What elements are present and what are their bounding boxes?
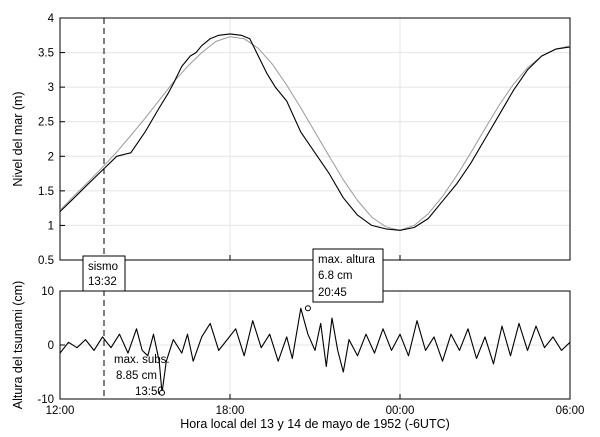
x-axis-label: Hora local del 13 y 14 de mayo de 1952 (… — [180, 417, 450, 431]
tsunami-height-panel: -10 0 10 12:00 18:00 00:00 06:00 Altura del t… — [11, 248, 585, 431]
sea-level-series-line — [59, 33, 571, 231]
sea-level-y-tick-label: 3.5 — [38, 48, 54, 60]
earthquake-annotation-line2: 13:32 — [88, 276, 117, 288]
max-subsidence-annotation-line3: 13:50 — [135, 386, 164, 398]
sea-level-panel: 0.5 1 1.5 2 2.5 3 3.5 4 Nivel del mar (m) — [11, 13, 571, 267]
sea-level-series-line — [59, 36, 571, 231]
tsunami-grid — [59, 291, 571, 399]
tsunami-y-tick-label: 10 — [41, 286, 54, 298]
tsunami-y-tick-label: -10 — [37, 394, 54, 406]
x-tick-label: 06:00 — [556, 405, 585, 417]
sea-level-y-tick-label: 1.5 — [38, 186, 54, 198]
sea-level-y-tick-label: 3 — [48, 82, 54, 94]
max-subsidence-annotation-line2: 8.85 cm — [116, 370, 157, 382]
tsunami-series — [59, 307, 571, 394]
sea-level-y-tick-label: 2 — [48, 151, 54, 163]
sea-level-series — [59, 33, 571, 231]
sea-level-grid — [59, 18, 571, 260]
earthquake-annotation: sismo 13:32 — [82, 255, 126, 292]
tsunami-series-line — [59, 307, 571, 394]
tsunami-y-tick-label: 0 — [48, 340, 54, 352]
sea-level-y-tick-label: 4 — [48, 13, 55, 25]
tsunami-y-axis-label: Altura del tsunami (cm) — [11, 281, 25, 410]
x-tick-label: 00:00 — [386, 405, 415, 417]
max-height-annotation: max. altura 6.8 cm 20:45 — [312, 248, 384, 303]
x-tick-label: 18:00 — [216, 405, 245, 417]
sea-level-y-tick-label: 1 — [48, 220, 54, 232]
x-tick-label: 12:00 — [46, 405, 75, 417]
max-height-annotation-line3: 20:45 — [318, 287, 347, 299]
sea-level-y-ticks: 0.5 1 1.5 2 2.5 3 3.5 4 — [38, 13, 65, 267]
max-subsidence-annotation-line1: max. subs. — [114, 354, 170, 366]
annotation-markers — [159, 305, 311, 396]
sea-level-y-tick-label: 0.5 — [38, 255, 54, 267]
sea-level-plot-frame — [59, 17, 571, 261]
tsunami-y-ticks: -10 0 10 — [37, 286, 65, 406]
max-height-annotation-line1: max. altura — [318, 254, 375, 266]
max-subsidence-annotation: max. subs. 8.85 cm 13:50 — [114, 354, 170, 398]
max-height-annotation-line2: 6.8 cm — [318, 270, 353, 282]
sea-level-y-axis-label: Nivel del mar (m) — [11, 91, 25, 186]
earthquake-annotation-box — [82, 255, 126, 292]
tsunami-x-ticks: 12:00 18:00 00:00 06:00 — [46, 405, 585, 417]
annotation-point-marker — [159, 389, 165, 396]
max-height-annotation-box — [312, 248, 384, 303]
annotation-point-marker — [304, 305, 311, 312]
earthquake-annotation-line1: sismo — [88, 261, 118, 273]
sea-level-y-tick-label: 2.5 — [38, 117, 54, 129]
